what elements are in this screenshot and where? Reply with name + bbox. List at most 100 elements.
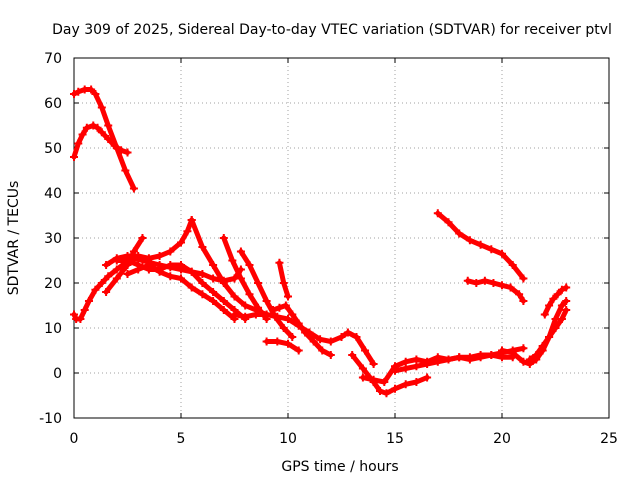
data-point bbox=[254, 303, 263, 312]
data-point bbox=[480, 276, 489, 285]
data-point bbox=[134, 252, 143, 260]
data-point bbox=[444, 355, 453, 364]
x-tick-label: 20 bbox=[493, 431, 511, 447]
data-point bbox=[230, 310, 239, 319]
data-point bbox=[138, 234, 147, 242]
data-point bbox=[412, 355, 421, 364]
data-point bbox=[155, 252, 164, 260]
y-axis-label: SDTVAR / TECUs bbox=[6, 181, 22, 296]
data-point bbox=[177, 238, 185, 247]
data-point bbox=[540, 310, 549, 319]
data-point bbox=[245, 261, 254, 269]
data-point bbox=[352, 333, 361, 341]
data-point bbox=[433, 357, 442, 366]
x-tick-label: 0 bbox=[70, 431, 79, 447]
data-point bbox=[401, 380, 410, 389]
data-point bbox=[230, 292, 239, 301]
data-point bbox=[455, 229, 464, 238]
data-point bbox=[376, 387, 385, 395]
data-point bbox=[155, 267, 164, 276]
chart-title: Day 309 of 2025, Sidereal Day-to-day VTE… bbox=[52, 22, 612, 38]
series-arc-4 bbox=[103, 217, 195, 268]
data-point bbox=[187, 216, 196, 224]
x-axis-label: GPS time / hours bbox=[281, 459, 398, 475]
data-point bbox=[70, 153, 78, 161]
data-point bbox=[123, 270, 132, 278]
data-point bbox=[380, 378, 389, 386]
data-point bbox=[358, 373, 367, 382]
data-point bbox=[219, 297, 228, 305]
data-point bbox=[391, 366, 399, 375]
data-point bbox=[288, 333, 297, 341]
data-point bbox=[74, 87, 83, 96]
data-point bbox=[262, 310, 271, 319]
data-point bbox=[515, 290, 524, 299]
data-point bbox=[279, 279, 288, 287]
data-point bbox=[78, 130, 87, 139]
data-point bbox=[112, 274, 121, 283]
data-point bbox=[241, 312, 250, 321]
data-point bbox=[489, 279, 498, 287]
data-point bbox=[112, 265, 121, 274]
y-tick-label: 10 bbox=[44, 321, 62, 337]
data-point bbox=[187, 267, 196, 276]
data-point bbox=[82, 123, 91, 132]
data-point bbox=[316, 335, 325, 344]
data-point bbox=[91, 90, 100, 98]
data-point bbox=[423, 373, 432, 382]
data-point bbox=[562, 306, 571, 314]
data-point bbox=[275, 303, 284, 312]
data-series bbox=[70, 85, 571, 398]
data-point bbox=[177, 261, 185, 269]
data-point bbox=[198, 279, 207, 287]
data-point bbox=[487, 351, 496, 359]
data-point bbox=[444, 218, 453, 227]
y-tick-label: 70 bbox=[44, 51, 62, 67]
data-point bbox=[262, 297, 271, 305]
data-point bbox=[348, 351, 357, 359]
data-point bbox=[89, 121, 98, 130]
data-point bbox=[279, 324, 288, 332]
data-point bbox=[557, 285, 566, 294]
series-arc-9 bbox=[221, 235, 270, 322]
y-tick-label: 50 bbox=[44, 141, 62, 157]
data-point bbox=[251, 310, 260, 319]
data-point bbox=[382, 389, 391, 398]
data-point bbox=[236, 247, 245, 256]
data-point bbox=[187, 283, 196, 292]
data-point bbox=[532, 351, 541, 359]
x-tick-label: 10 bbox=[279, 431, 297, 447]
data-point bbox=[562, 283, 571, 292]
data-point bbox=[281, 301, 290, 310]
data-point bbox=[318, 346, 327, 355]
data-point bbox=[519, 297, 528, 305]
data-point bbox=[117, 146, 126, 155]
data-point bbox=[198, 290, 207, 299]
data-point bbox=[129, 247, 138, 256]
y-tick-label: -10 bbox=[39, 411, 62, 427]
data-point bbox=[166, 272, 175, 281]
x-tick-label: 25 bbox=[600, 431, 618, 447]
data-point bbox=[209, 288, 218, 296]
x-tick-labels: 0 5 10 15 20 25 bbox=[70, 431, 618, 447]
data-point bbox=[209, 274, 218, 283]
data-point bbox=[463, 276, 472, 285]
data-point bbox=[294, 319, 303, 328]
data-point bbox=[508, 348, 517, 357]
data-point bbox=[104, 272, 113, 281]
data-point bbox=[177, 274, 185, 283]
data-point bbox=[519, 357, 528, 366]
data-point bbox=[219, 234, 228, 242]
data-point bbox=[519, 344, 528, 353]
data-point bbox=[545, 333, 554, 341]
data-point bbox=[87, 85, 96, 94]
data-point bbox=[245, 290, 254, 299]
data-point bbox=[401, 364, 410, 373]
data-point bbox=[549, 294, 558, 303]
data-point bbox=[545, 301, 554, 310]
data-point bbox=[487, 245, 496, 254]
data-point bbox=[123, 256, 132, 265]
data-point bbox=[241, 301, 250, 310]
data-point bbox=[326, 351, 335, 359]
x-tick-label: 15 bbox=[386, 431, 404, 447]
